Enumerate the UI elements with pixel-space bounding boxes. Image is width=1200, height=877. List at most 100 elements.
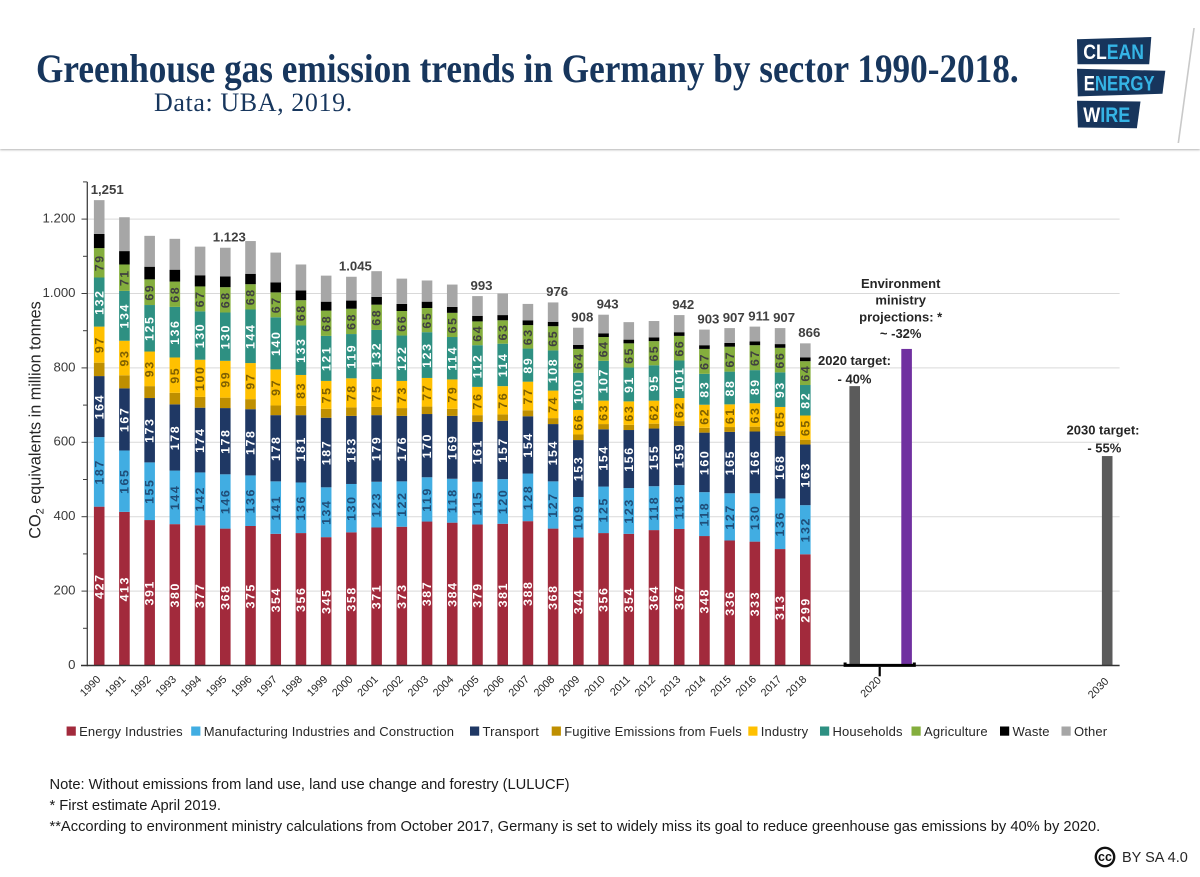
svg-text:100: 100: [193, 366, 207, 391]
svg-text:2008: 2008: [532, 674, 557, 699]
svg-text:109: 109: [571, 505, 585, 530]
svg-text:2005: 2005: [456, 674, 481, 699]
svg-text:157: 157: [496, 437, 510, 462]
svg-text:CLEAN: CLEAN: [1083, 41, 1144, 65]
svg-text:1.123: 1.123: [213, 229, 246, 244]
svg-text:64: 64: [597, 340, 611, 357]
svg-text:1993: 1993: [154, 674, 179, 699]
svg-text:63: 63: [597, 404, 611, 421]
svg-text:62: 62: [698, 408, 712, 425]
svg-text:66: 66: [773, 352, 787, 369]
svg-text:65: 65: [622, 347, 636, 364]
svg-text:83: 83: [294, 382, 308, 399]
svg-text:2020: 2020: [858, 675, 883, 700]
svg-text:160: 160: [698, 450, 712, 475]
svg-text:178: 178: [244, 430, 258, 455]
svg-text:159: 159: [672, 443, 686, 468]
svg-text:176: 176: [395, 436, 409, 461]
svg-text:136: 136: [773, 511, 787, 536]
svg-text:123: 123: [622, 498, 636, 523]
svg-text:866: 866: [798, 325, 820, 340]
svg-text:2007: 2007: [507, 674, 532, 699]
svg-text:136: 136: [294, 495, 308, 520]
svg-text:133: 133: [294, 337, 308, 362]
svg-text:BY SA 4.0: BY SA 4.0: [1122, 850, 1188, 866]
svg-text:140: 140: [269, 331, 283, 356]
svg-text:130: 130: [748, 505, 762, 530]
svg-text:336: 336: [723, 590, 737, 615]
svg-text:63: 63: [521, 328, 535, 345]
svg-text:93: 93: [143, 360, 157, 377]
svg-text:68: 68: [345, 313, 359, 330]
svg-text:1997: 1997: [254, 674, 279, 699]
svg-text:79: 79: [92, 254, 106, 271]
svg-text:388: 388: [521, 581, 535, 606]
svg-text:354: 354: [622, 587, 636, 612]
svg-text:800: 800: [53, 359, 75, 374]
svg-text:375: 375: [244, 583, 258, 608]
svg-text:118: 118: [698, 502, 712, 527]
svg-text:78: 78: [345, 384, 359, 401]
svg-text:118: 118: [672, 495, 686, 520]
svg-text:371: 371: [370, 584, 384, 609]
svg-text:1994: 1994: [179, 674, 204, 699]
svg-text:63: 63: [622, 405, 636, 422]
svg-text:1992: 1992: [128, 674, 153, 699]
svg-text:79: 79: [445, 386, 459, 403]
svg-text:65: 65: [445, 316, 459, 333]
svg-text:WIRE: WIRE: [1083, 104, 1130, 128]
svg-text:345: 345: [319, 589, 333, 614]
svg-text:100: 100: [571, 379, 585, 404]
svg-text:943: 943: [597, 296, 619, 311]
svg-text:348: 348: [698, 588, 712, 613]
svg-text:97: 97: [269, 379, 283, 396]
svg-text:976: 976: [546, 284, 568, 299]
svg-text:155: 155: [143, 478, 157, 503]
svg-text:134: 134: [319, 499, 333, 524]
svg-text:ministry: ministry: [875, 293, 926, 308]
svg-text:82: 82: [798, 392, 812, 409]
svg-text:130: 130: [193, 323, 207, 348]
svg-text:115: 115: [471, 491, 485, 516]
svg-text:165: 165: [118, 468, 132, 493]
svg-text:68: 68: [294, 304, 308, 321]
svg-text:173: 173: [143, 417, 157, 442]
svg-text:93: 93: [118, 350, 132, 367]
svg-text:2006: 2006: [481, 674, 506, 699]
svg-text:97: 97: [244, 373, 258, 390]
svg-text:0: 0: [68, 657, 75, 672]
svg-text:1.200: 1.200: [42, 211, 75, 226]
svg-text:108: 108: [546, 358, 560, 383]
svg-text:63: 63: [496, 324, 510, 341]
svg-text:2004: 2004: [431, 674, 456, 699]
svg-text:1991: 1991: [103, 674, 128, 699]
svg-text:178: 178: [218, 428, 232, 453]
svg-text:200: 200: [53, 583, 75, 598]
svg-text:Manufacturing Industries and C: Manufacturing Industries and Constructio…: [204, 724, 454, 739]
svg-text:136: 136: [168, 319, 182, 344]
svg-text:69: 69: [143, 284, 157, 301]
svg-text:~ -32%: ~ -32%: [880, 326, 922, 341]
svg-text:65: 65: [647, 345, 661, 362]
svg-text:911: 911: [748, 308, 769, 323]
svg-text:73: 73: [395, 386, 409, 403]
svg-text:107: 107: [597, 368, 611, 393]
svg-text:167: 167: [118, 407, 132, 432]
svg-text:Fugitive Emissions from Fuels: Fugitive Emissions from Fuels: [564, 724, 742, 739]
svg-text:368: 368: [218, 584, 232, 609]
svg-text:- 55%: - 55%: [1087, 441, 1121, 456]
svg-text:187: 187: [319, 440, 333, 465]
svg-text:112: 112: [471, 354, 485, 379]
svg-text:427: 427: [92, 573, 106, 598]
svg-text:132: 132: [92, 289, 106, 314]
svg-text:2018: 2018: [784, 674, 809, 699]
svg-text:155: 155: [647, 445, 661, 470]
svg-text:358: 358: [345, 586, 359, 611]
svg-text:163: 163: [798, 462, 812, 487]
svg-text:354: 354: [269, 587, 283, 612]
svg-text:1990: 1990: [78, 674, 103, 699]
svg-text:89: 89: [748, 378, 762, 395]
svg-text:178: 178: [168, 425, 182, 450]
svg-text:2016: 2016: [734, 674, 759, 699]
svg-text:356: 356: [597, 587, 611, 612]
